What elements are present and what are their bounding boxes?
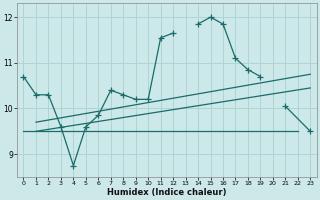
- X-axis label: Humidex (Indice chaleur): Humidex (Indice chaleur): [107, 188, 227, 197]
